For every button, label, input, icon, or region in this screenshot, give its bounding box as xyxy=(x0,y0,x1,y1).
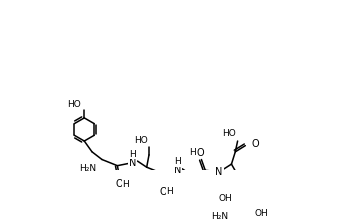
Text: H₂N: H₂N xyxy=(80,164,97,173)
Text: H₂N: H₂N xyxy=(211,212,228,221)
Text: N: N xyxy=(129,158,137,168)
Text: H: H xyxy=(174,157,181,166)
Text: N: N xyxy=(215,167,223,177)
Text: H: H xyxy=(122,180,129,189)
Text: N: N xyxy=(174,165,181,175)
Text: HO: HO xyxy=(134,136,147,145)
Text: OH: OH xyxy=(255,209,268,218)
Text: O: O xyxy=(196,148,204,158)
Text: HO: HO xyxy=(67,100,80,109)
Text: O: O xyxy=(116,179,124,189)
Text: O: O xyxy=(160,187,167,197)
Text: H: H xyxy=(166,187,173,196)
Text: OH: OH xyxy=(218,194,232,203)
Text: H: H xyxy=(189,148,196,157)
Text: O: O xyxy=(252,139,259,149)
Text: HO: HO xyxy=(222,129,236,138)
Text: H: H xyxy=(129,150,136,159)
